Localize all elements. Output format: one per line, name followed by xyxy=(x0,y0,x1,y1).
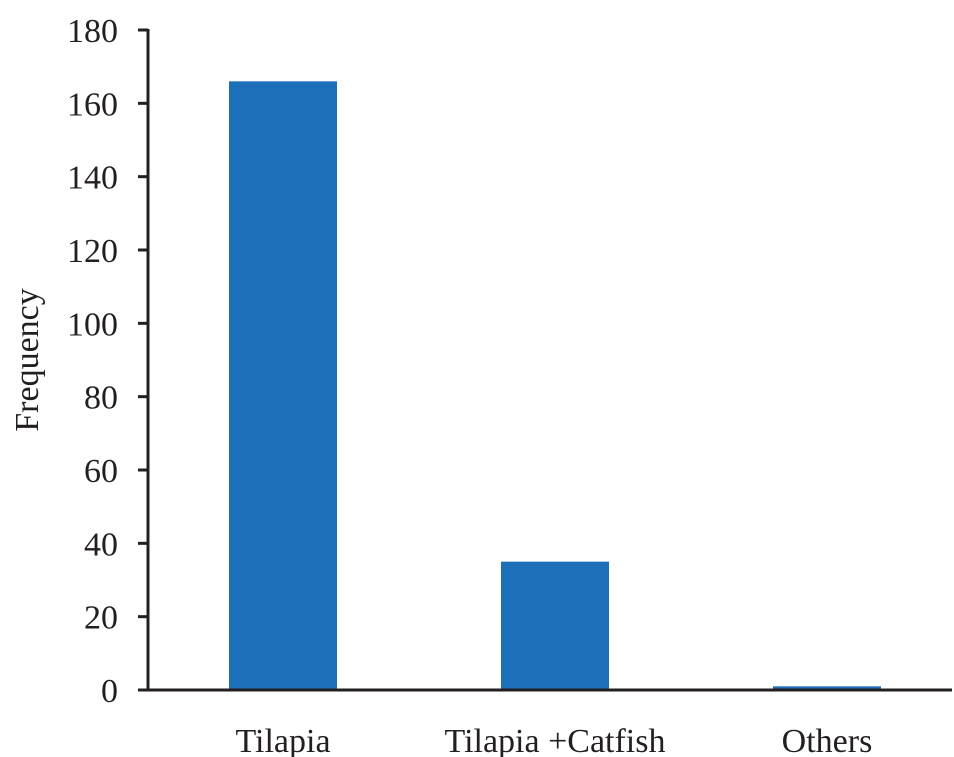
y-tick-label: 120 xyxy=(67,233,118,270)
y-tick-label: 80 xyxy=(84,380,118,417)
bars-group xyxy=(229,81,881,691)
y-tick-label: 160 xyxy=(67,86,118,123)
x-tick-label: Others xyxy=(782,723,873,757)
y-tick-label: 180 xyxy=(67,13,118,50)
y-tick-label: 60 xyxy=(84,453,118,490)
y-tick-label: 20 xyxy=(84,600,118,637)
x-tick-label: Tilapia +Catfish xyxy=(445,723,666,757)
y-axis-ticks: 0 20 40 60 80 100 120 140 160 180 xyxy=(67,13,148,710)
x-axis-labels: Tilapia Tilapia +Catfish Others xyxy=(235,723,872,757)
y-tick-label: 40 xyxy=(84,526,118,563)
bar xyxy=(229,81,337,691)
y-axis-title: Frequency xyxy=(9,288,46,432)
bar xyxy=(501,561,609,690)
y-tick-label: 0 xyxy=(101,673,118,710)
x-tick-label: Tilapia xyxy=(235,723,330,757)
y-tick-label: 100 xyxy=(67,306,118,343)
y-tick-label: 140 xyxy=(67,160,118,197)
bar xyxy=(773,686,881,690)
